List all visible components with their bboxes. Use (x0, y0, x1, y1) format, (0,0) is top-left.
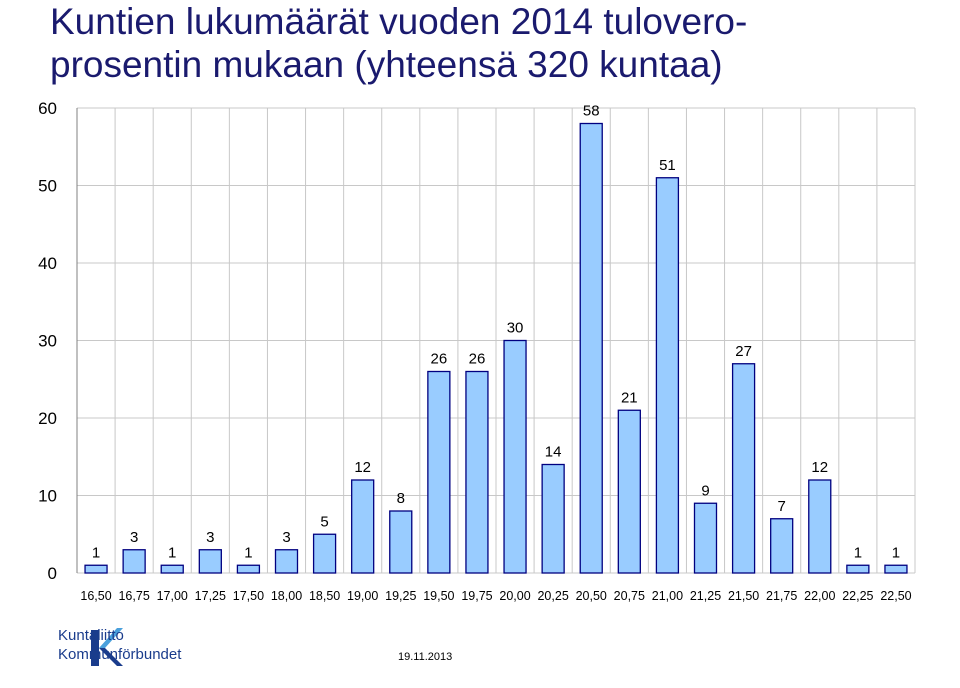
bar (503, 339, 527, 574)
bar (198, 549, 222, 574)
y-tick-label: 0 (48, 564, 57, 583)
bar (389, 510, 413, 574)
bar (770, 518, 794, 574)
data-label: 1 (854, 544, 862, 561)
bar (236, 564, 261, 574)
logo-line-2: Kommunförbundet (58, 646, 182, 663)
data-label: 3 (282, 529, 290, 546)
x-tick-label: 17,50 (233, 589, 264, 603)
data-label: 3 (206, 529, 214, 546)
data-label: 14 (545, 444, 562, 461)
data-label: 58 (583, 103, 600, 120)
logo-line-1: Kuntaliitto (58, 627, 124, 644)
data-label: 12 (354, 459, 371, 476)
data-label: 26 (431, 351, 448, 368)
x-tick-label: 17,00 (157, 589, 188, 603)
bar (655, 177, 680, 574)
bar (427, 370, 451, 574)
bar (84, 564, 108, 574)
x-tick-label: 18,50 (309, 589, 340, 603)
x-tick-label: 18,00 (271, 589, 302, 603)
data-label: 30 (507, 320, 524, 337)
bar (465, 370, 489, 574)
date-label: 19.11.2013 (398, 651, 453, 663)
x-tick-label: 21,50 (728, 589, 759, 603)
y-tick-label: 10 (38, 487, 57, 506)
data-label: 8 (397, 490, 405, 507)
x-tick-label: 19,25 (385, 589, 416, 603)
x-tick-label: 16,75 (118, 589, 149, 603)
data-label: 9 (701, 482, 709, 499)
bar (617, 409, 641, 574)
y-tick-label: 20 (38, 409, 57, 428)
bar (541, 463, 565, 574)
data-label: 7 (778, 498, 786, 515)
bar (122, 549, 146, 574)
bar (884, 564, 908, 574)
kuntaliitto-logo (91, 628, 123, 666)
x-tick-label: 21,00 (652, 589, 683, 603)
x-tick-label: 20,75 (614, 589, 645, 603)
x-tick-label: 22,50 (880, 589, 911, 603)
chart-title: Kuntien lukumäärät vuoden 2014 tulovero-… (50, 1, 748, 85)
x-tick-label: 19,50 (423, 589, 454, 603)
y-tick-label: 60 (38, 99, 57, 118)
x-tick-label: 19,00 (347, 589, 378, 603)
y-tick-label: 50 (38, 177, 57, 196)
x-tick-label: 20,50 (576, 589, 607, 603)
bar (846, 564, 870, 574)
x-tick-label: 21,25 (690, 589, 721, 603)
x-tick-label: 21,75 (766, 589, 797, 603)
data-label: 3 (130, 529, 138, 546)
bar (274, 549, 299, 574)
bar (160, 564, 184, 574)
bar (693, 502, 718, 574)
x-tick-label: 22,00 (804, 589, 835, 603)
data-label: 51 (659, 157, 676, 174)
bar (731, 363, 756, 574)
data-label: 1 (168, 544, 176, 561)
data-label: 27 (735, 343, 752, 360)
bar (579, 122, 603, 574)
data-label: 1 (244, 544, 252, 561)
x-tick-label: 19,75 (461, 589, 492, 603)
data-label: 12 (811, 459, 828, 476)
data-label: 5 (320, 513, 328, 530)
x-tick-label: 22,25 (842, 589, 873, 603)
x-tick-label: 20,25 (537, 589, 568, 603)
data-label: 1 (92, 544, 100, 561)
x-tick-label: 17,25 (195, 589, 226, 603)
data-label: 26 (469, 351, 486, 368)
x-tick-label: 16,50 (80, 589, 111, 603)
y-tick-label: 30 (38, 332, 57, 351)
x-tick-label: 20,00 (499, 589, 530, 603)
y-tick-label: 40 (38, 254, 57, 273)
data-label: 1 (892, 544, 900, 561)
bar (808, 479, 832, 574)
bar (312, 533, 337, 574)
bar (351, 479, 375, 574)
data-label: 21 (621, 389, 638, 406)
